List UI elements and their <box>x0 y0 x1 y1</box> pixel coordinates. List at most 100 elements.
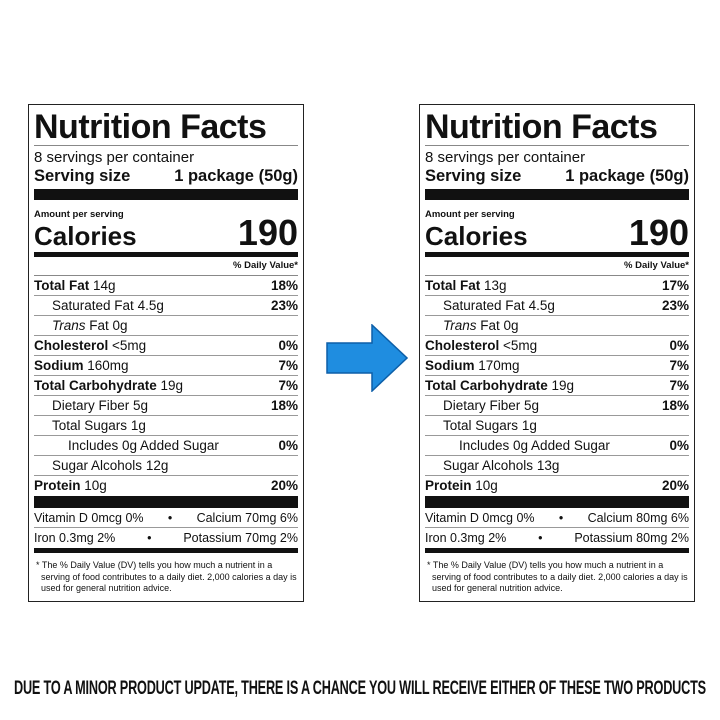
serving-size-value: 1 package (50g) <box>174 167 298 185</box>
serving-size-label: Serving size <box>34 167 131 185</box>
nutrient-name-amount: Total Carbohydrate 19g <box>34 376 183 395</box>
nutrient-row: Total Carbohydrate 19g 7% <box>425 376 689 396</box>
nutrient-row: Includes 0g Added Sugar 0% <box>34 436 298 456</box>
nutrient-row: Total Carbohydrate 19g 7% <box>34 376 298 396</box>
serving-size-value: 1 package (50g) <box>565 167 689 185</box>
nutrient-amount: 1g <box>130 418 146 433</box>
nutrient-daily-value: 0% <box>278 338 298 353</box>
nutrient-daily-value: 20% <box>270 478 298 493</box>
nutrient-daily-value: 18% <box>661 398 689 413</box>
calories-row: Calories 190 <box>425 215 689 251</box>
vitamin-row: Iron 0.3mg 2% • Potassium 80mg 2% <box>425 528 689 548</box>
nutrient-name: Sugar Alcohols <box>52 458 143 473</box>
nutrient-name: Cholesterol <box>34 338 109 353</box>
nutrient-name: Includes 0g Added Sugar <box>68 438 219 453</box>
nutrient-name-amount: Includes 0g Added Sugar <box>425 436 610 455</box>
nutrient-amount: 19g <box>160 378 184 393</box>
nutrient-name-amount: Dietary Fiber 5g <box>425 396 539 415</box>
nutrient-name: Dietary Fiber <box>443 398 521 413</box>
amount-per-serving: Amount per serving <box>34 209 124 220</box>
nutrient-name: Protein <box>34 478 81 493</box>
nutrient-daily-value: 0% <box>669 438 689 453</box>
vitamin-row: Vitamin D 0mcg 0% • Calcium 80mg 6% <box>425 508 689 528</box>
calories-row: Calories 190 <box>34 215 298 251</box>
nutrient-name: Trans Fat <box>443 318 500 333</box>
nutrition-facts-label: Nutrition Facts 8 servings per container S… <box>419 104 695 602</box>
servings-per-container: 8 servings per container <box>34 149 195 166</box>
nutrient-name: Saturated Fat <box>443 298 525 313</box>
daily-value-header: % Daily Value* <box>425 257 689 276</box>
nutrient-name-amount: Saturated Fat 4.5g <box>34 296 164 315</box>
nutrient-daily-value: 17% <box>661 278 689 293</box>
vitamin-right: Calcium 70mg 6% <box>196 511 298 525</box>
nutrient-row: Sugar Alcohols 13g <box>425 456 689 476</box>
nutrient-amount: 5g <box>524 398 540 413</box>
nutrient-daily-value: 0% <box>669 338 689 353</box>
vitamin-right: Potassium 80mg 2% <box>574 531 689 545</box>
amount-per-serving: Amount per serving <box>425 209 515 220</box>
divider-medium <box>34 548 298 553</box>
divider <box>425 145 689 146</box>
nutrient-amount: 12g <box>145 458 169 473</box>
nutrient-daily-value: 20% <box>661 478 689 493</box>
calories-value: 190 <box>237 212 298 253</box>
label-title: Nutrition Facts <box>425 108 658 146</box>
nutrient-name: Sodium <box>34 358 84 373</box>
nutrient-amount: 0g <box>503 318 519 333</box>
divider-medium <box>425 548 689 553</box>
footnote: * The % Daily Value (DV) tells you how m… <box>427 560 688 593</box>
nutrient-amount: 160mg <box>87 358 129 373</box>
nutrient-row: Sugar Alcohols 12g <box>34 456 298 476</box>
bullet-separator: • <box>147 531 152 545</box>
nutrient-row: Cholesterol <5mg 0% <box>425 336 689 356</box>
nutrient-daily-value: 23% <box>270 298 298 313</box>
nutrient-row: Dietary Fiber 5g 18% <box>34 396 298 416</box>
calories-label: Calories <box>425 221 528 251</box>
nutrient-amount: 13g <box>484 278 507 293</box>
nutrient-name: Total Sugars <box>443 418 519 433</box>
divider-medium <box>425 252 689 257</box>
nutrient-amount: 14g <box>93 278 116 293</box>
vitamin-left: Iron 0.3mg 2% <box>425 531 507 545</box>
nutrient-row: Sodium 160mg 7% <box>34 356 298 376</box>
nutrient-name-amount: Cholesterol <5mg <box>425 336 537 355</box>
nutrient-daily-value: 23% <box>661 298 689 313</box>
nutrient-name: Dietary Fiber <box>52 398 130 413</box>
nutrient-daily-value: 7% <box>278 378 298 393</box>
nutrient-name-amount: Total Sugars 1g <box>425 416 537 435</box>
nutrient-row: Saturated Fat 4.5g 23% <box>34 296 298 316</box>
nutrient-amount: 10g <box>475 478 498 493</box>
nutrition-facts-label: Nutrition Facts 8 servings per container S… <box>28 104 304 602</box>
nutrient-amount: 13g <box>536 458 560 473</box>
nutrient-name-amount: Saturated Fat 4.5g <box>425 296 555 315</box>
nutrient-name-amount: Total Fat 13g <box>425 276 507 295</box>
nutrient-row: Total Sugars 1g <box>34 416 298 436</box>
nutrient-amount: 5g <box>133 398 149 413</box>
nutrient-row: Trans Fat 0g <box>34 316 298 336</box>
nutrient-row: Trans Fat 0g <box>425 316 689 336</box>
nutrient-row: Total Fat 14g 18% <box>34 276 298 296</box>
nutrient-name: Total Carbohydrate <box>425 378 548 393</box>
nutrient-daily-value: 7% <box>669 378 689 393</box>
nutrient-name: Saturated Fat <box>52 298 134 313</box>
nutrient-name: Includes 0g Added Sugar <box>459 438 610 453</box>
bullet-separator: • <box>558 511 564 525</box>
divider-thick <box>34 189 298 200</box>
divider <box>34 145 298 146</box>
nutrient-name-amount: Trans Fat 0g <box>425 316 519 335</box>
divider-medium <box>34 252 298 257</box>
nutrient-name-amount: Cholesterol <5mg <box>34 336 146 355</box>
nutrient-row: Protein 10g 20% <box>34 476 298 496</box>
vitamin-left: Iron 0.3mg 2% <box>34 531 116 545</box>
nutrient-daily-value: 18% <box>270 278 298 293</box>
nutrient-name-amount: Sodium 160mg <box>34 356 129 375</box>
serving-size: Serving size 1 package (50g) <box>425 167 689 186</box>
nutrient-name: Total Fat <box>425 278 481 293</box>
nutrient-amount: 10g <box>84 478 107 493</box>
divider-thick <box>425 189 689 200</box>
vitamin-right: Calcium 80mg 6% <box>587 511 689 525</box>
calories-value: 190 <box>628 212 689 253</box>
vitamin-row: Vitamin D 0mcg 0% • Calcium 70mg 6% <box>34 508 298 528</box>
bullet-separator: • <box>538 531 543 545</box>
nutrient-amount: 4.5g <box>528 298 555 313</box>
